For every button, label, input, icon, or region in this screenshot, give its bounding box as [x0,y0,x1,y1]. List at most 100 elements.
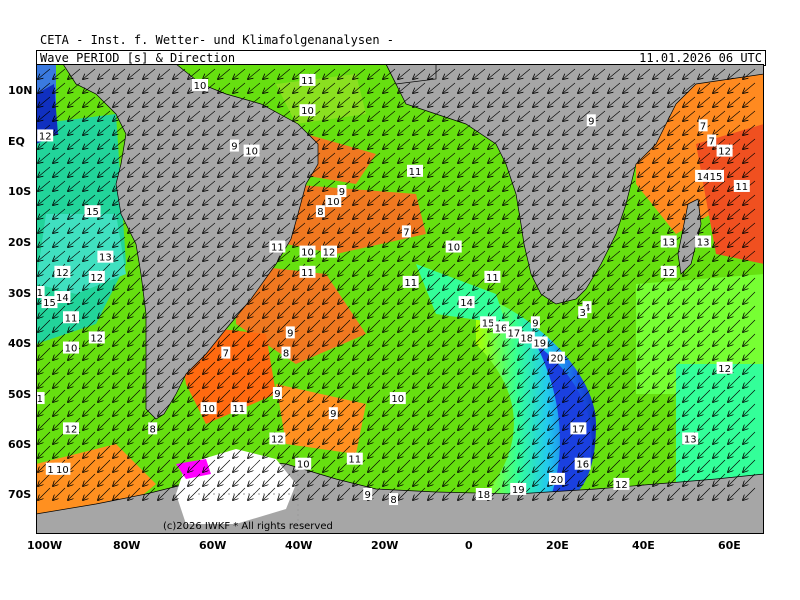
direction-arrow [743,236,756,247]
direction-arrow [218,166,231,177]
direction-arrow [113,222,126,233]
direction-arrow [488,194,501,205]
direction-arrow [533,291,546,304]
direction-arrow [158,68,171,79]
direction-arrow [653,180,666,191]
period-label: 20 [551,475,564,486]
direction-arrow [173,208,186,219]
direction-arrow [53,305,66,318]
direction-arrow [443,110,456,121]
direction-arrow [653,194,666,205]
period-label: 18 [520,333,533,344]
direction-arrow [578,263,591,276]
direction-arrow [113,110,126,121]
direction-arrow [128,96,141,107]
direction-arrow [143,277,156,290]
direction-arrow [668,124,681,135]
direction-arrow [713,110,726,121]
direction-arrow [278,250,291,261]
period-label: 14 [697,172,710,183]
direction-arrow [398,194,411,205]
direction-arrow [428,291,441,304]
direction-arrow [68,68,81,79]
period-label: 13 [99,253,112,264]
direction-arrow [668,250,681,261]
direction-arrow [593,138,606,149]
direction-arrow [578,96,591,107]
direction-arrow [428,263,441,276]
direction-arrow [563,305,576,318]
direction-arrow [518,277,531,290]
direction-arrow [338,68,351,79]
direction-arrow [128,138,141,149]
direction-arrow [353,82,366,93]
direction-arrow [488,236,501,247]
direction-arrow [578,277,591,290]
direction-arrow [128,250,141,261]
direction-arrow [413,68,426,79]
direction-arrow [278,305,291,318]
direction-arrow [488,250,501,261]
direction-arrow [488,222,501,233]
direction-arrow [248,180,261,191]
direction-arrow [143,82,156,93]
direction-arrow [503,68,516,79]
direction-arrow [713,68,726,79]
direction-arrow [398,305,411,318]
direction-arrow [158,305,171,318]
direction-arrow [413,110,426,121]
direction-arrow [443,82,456,93]
direction-arrow [368,180,381,191]
period-label: 10 [245,147,258,158]
direction-arrow [113,152,126,163]
direction-arrow [293,96,306,107]
direction-arrow [458,208,471,219]
direction-arrow [653,110,666,121]
direction-arrow [578,180,591,191]
period-label: 3 [580,308,586,319]
direction-arrow [218,96,231,107]
direction-arrow [638,180,651,191]
direction-arrow [743,96,756,107]
direction-arrow [608,208,621,219]
direction-arrow [353,96,366,107]
direction-arrow [143,222,156,233]
direction-arrow [323,68,336,79]
direction-arrow [473,166,486,177]
direction-arrow [383,152,396,163]
direction-arrow [158,277,171,290]
direction-arrow [548,250,561,261]
direction-arrow [338,110,351,121]
direction-arrow [233,222,246,233]
direction-arrow [218,138,231,149]
direction-arrow [83,68,96,79]
direction-arrow [293,222,306,233]
direction-arrow [713,180,726,191]
direction-arrow [488,208,501,219]
direction-arrow [278,194,291,205]
direction-arrow [638,124,651,135]
direction-arrow [158,263,171,276]
direction-arrow [563,208,576,219]
direction-arrow [98,222,111,233]
madagascar [677,198,702,275]
direction-arrow [503,166,516,177]
direction-arrow [668,277,681,290]
direction-arrow [473,222,486,233]
direction-arrow [143,138,156,149]
direction-arrow [323,96,336,107]
direction-arrow [113,194,126,205]
direction-arrow [413,319,426,332]
direction-arrow [428,250,441,261]
period-label: 10 [202,404,215,415]
direction-arrow [503,305,516,318]
direction-arrow [488,180,501,191]
direction-arrow [53,138,66,149]
direction-arrow [443,305,456,318]
direction-arrow [158,291,171,304]
direction-arrow [233,236,246,247]
direction-arrow [548,180,561,191]
direction-arrow [563,291,576,304]
direction-arrow [623,124,636,135]
direction-arrow [308,277,321,290]
